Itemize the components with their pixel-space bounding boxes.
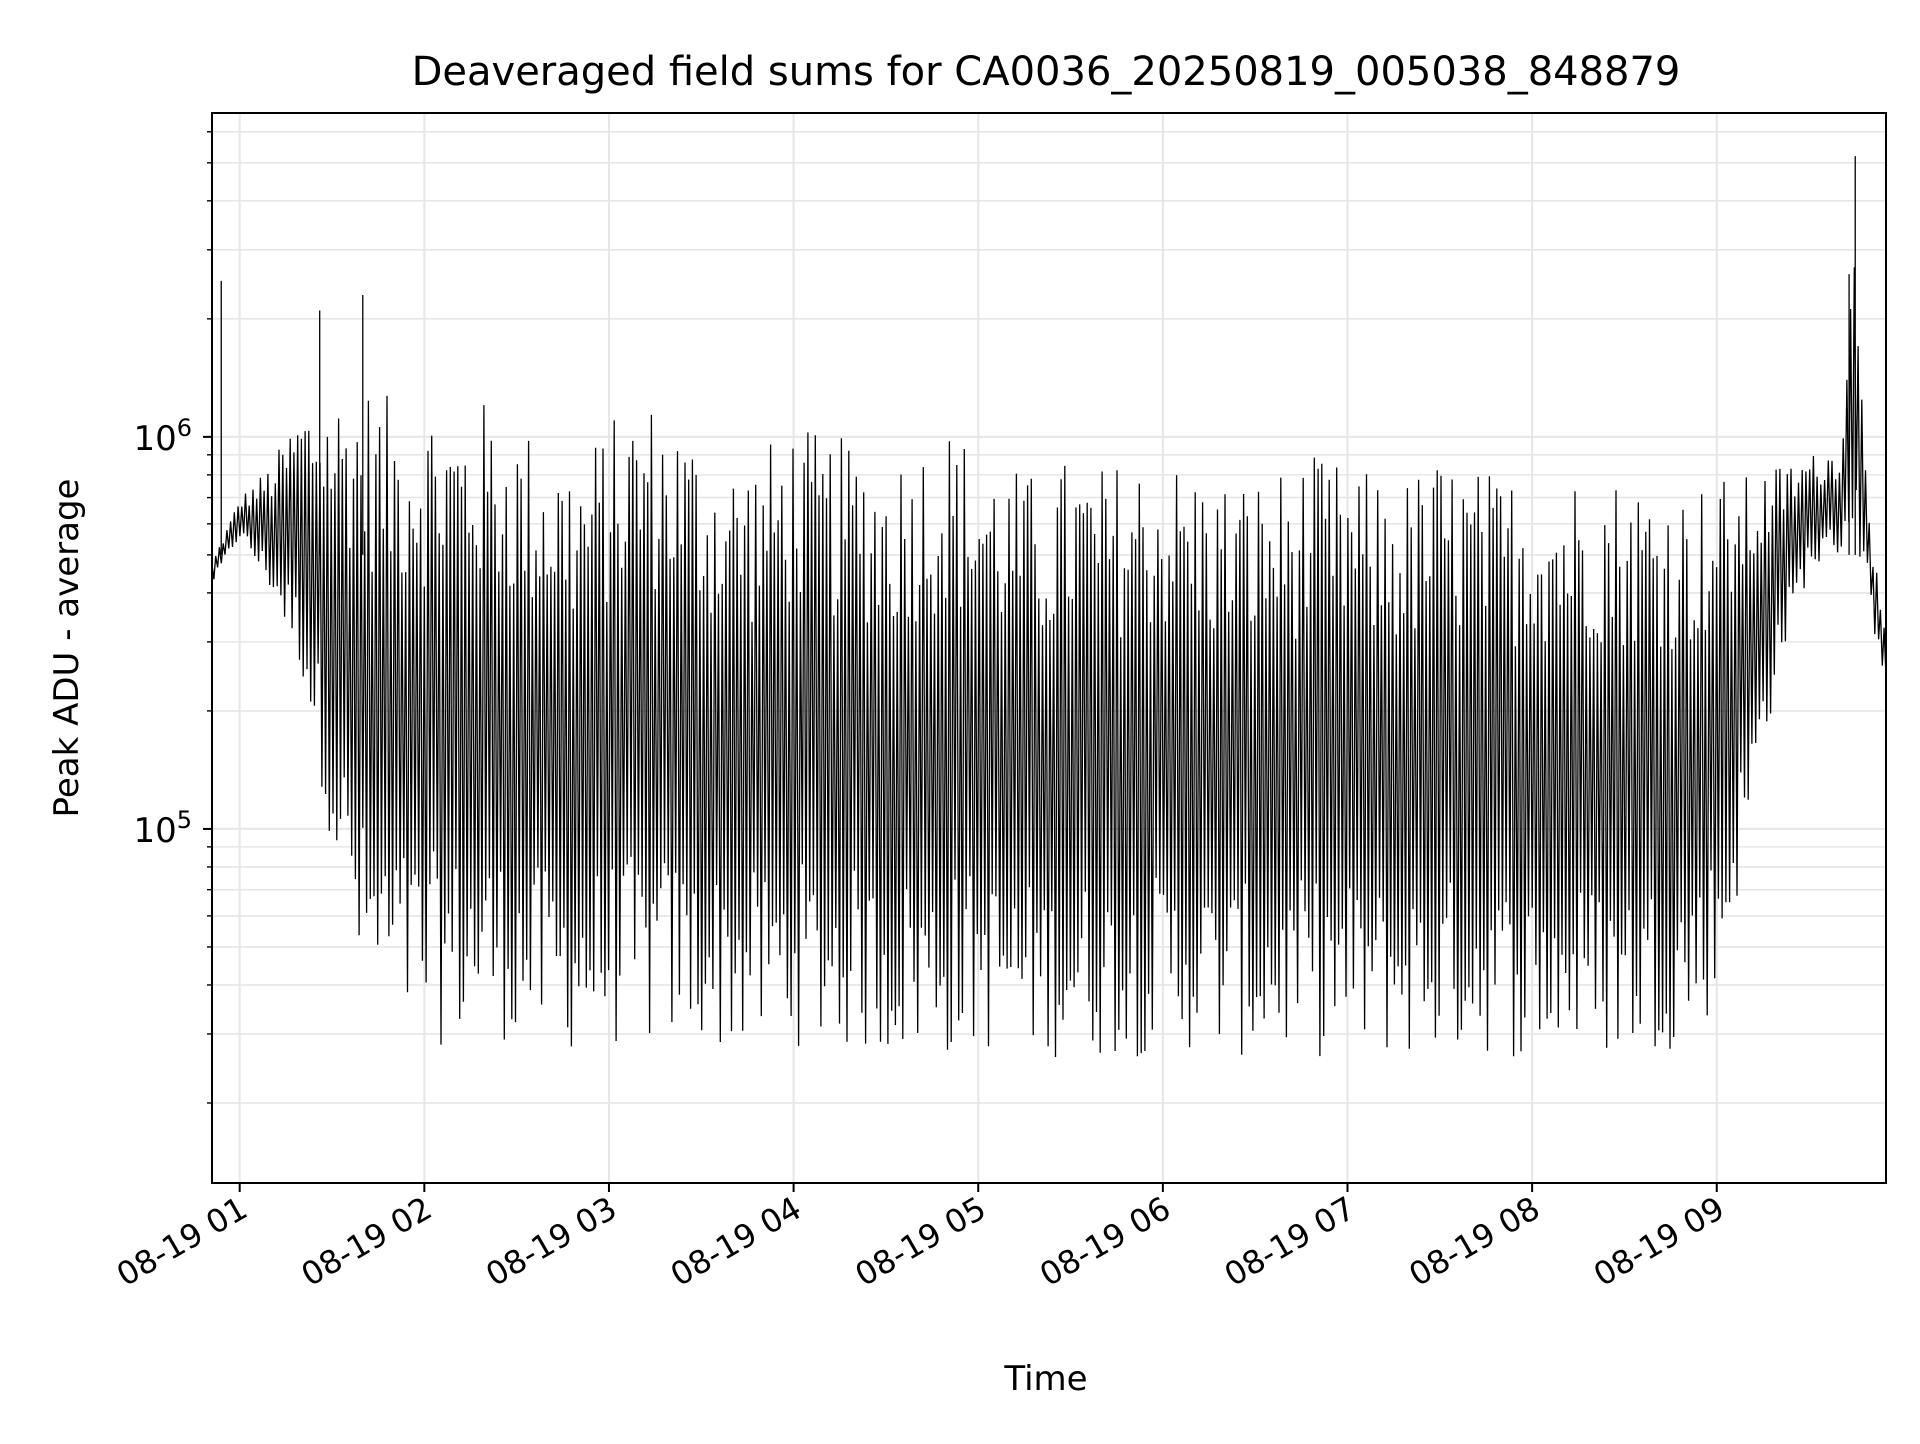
y-tick-label: 105 [133,806,192,851]
data-series-line [211,156,1887,1058]
chart-title: Deaveraged field sums for CA0036_2025081… [412,49,1681,95]
plot-frame [211,112,1887,1184]
series-line-path [211,267,1887,1058]
y-axis-label: Peak ADU - average [47,479,87,818]
x-axis-label: Time [1003,1359,1087,1399]
y-axis: 105 106 [133,131,212,1104]
y-tick-label: 106 [133,414,192,459]
minor-gridlines [212,130,1886,1104]
